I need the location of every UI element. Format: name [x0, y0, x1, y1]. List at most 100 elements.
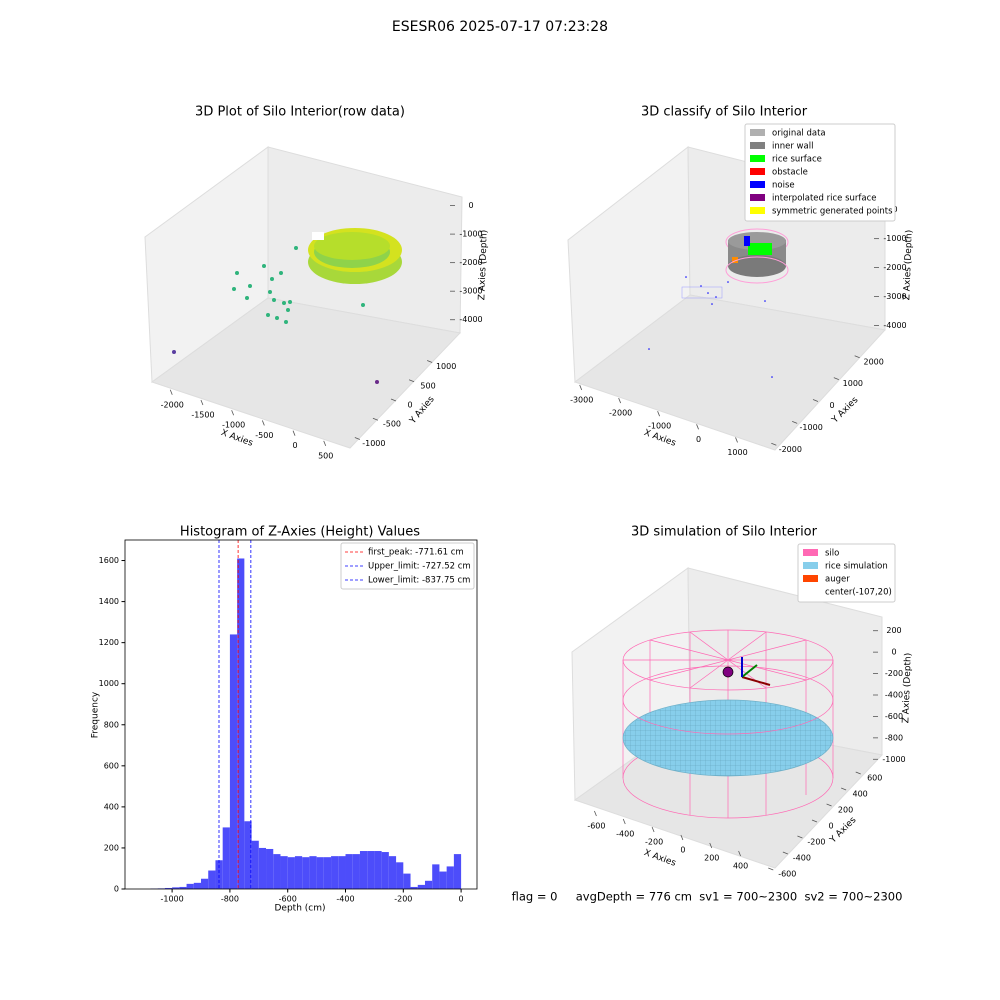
axis-label: Y Axies — [828, 815, 859, 846]
bar — [331, 856, 339, 889]
bar — [208, 870, 216, 889]
y-tick-label: 800 — [104, 720, 119, 729]
tick-mark — [768, 867, 774, 871]
classified-cloud — [648, 228, 789, 378]
axis-label: Depth (cm) — [274, 904, 325, 914]
status-text: flag = 0 avgDepth = 776 cm sv1 = 700~230… — [512, 890, 903, 904]
legend-label: obstacle — [772, 168, 808, 178]
figure-title: ESESR06 2025-07-17 07:23:28 — [392, 19, 608, 35]
x-tick-label: -1000 — [160, 895, 183, 904]
tick-mark — [680, 834, 684, 841]
tick-mark — [738, 850, 741, 857]
legend-swatch — [750, 142, 765, 149]
y-tick-label: 1000 — [99, 679, 119, 688]
bar — [266, 848, 274, 889]
y-tick-label: 400 — [104, 802, 119, 811]
bar — [453, 854, 462, 889]
y-tick-label: -200 — [807, 838, 825, 847]
bar — [258, 847, 267, 889]
x-tick-label: -1500 — [191, 410, 214, 419]
x-tick-label: 400 — [733, 862, 748, 871]
bar — [273, 854, 281, 889]
z-tick-label: -600 — [885, 712, 903, 721]
tick-mark — [579, 384, 583, 391]
x-tick-label: -2000 — [609, 409, 632, 418]
y-tick-label: -500 — [383, 420, 401, 429]
axis-label: X Axies — [642, 848, 677, 869]
tick-mark — [855, 771, 861, 775]
legend-label: rice surface — [772, 155, 822, 165]
plot-frame — [124, 539, 478, 890]
x-tick-label: -1000 — [222, 421, 245, 430]
tick-mark — [651, 826, 655, 833]
x-tick-label: 0 — [680, 846, 685, 855]
bar — [338, 856, 346, 889]
tick-mark — [797, 835, 803, 839]
bar — [432, 864, 440, 889]
tick-mark — [200, 399, 204, 406]
bar — [352, 854, 360, 889]
legend-swatch — [750, 207, 765, 214]
x-tick-label: 0 — [459, 895, 464, 904]
legend-label: first_peak: -771.61 cm — [368, 548, 464, 558]
legend-label: original data — [772, 129, 826, 139]
z-tick-label: -2000 — [883, 263, 906, 272]
y-tick-label: -1000 — [800, 423, 823, 432]
bar — [374, 851, 382, 889]
chart-title: 3D classify of Silo Interior — [641, 105, 808, 120]
legend-swatch — [803, 549, 818, 556]
tick-mark — [709, 842, 713, 849]
tick-mark — [792, 421, 798, 424]
tick-mark — [854, 355, 860, 359]
x-tick-label: -400 — [336, 895, 354, 904]
point-cloud — [172, 228, 402, 384]
axis-label: Z Axies (Depth) — [477, 230, 489, 301]
legend-box — [744, 123, 896, 222]
z-tick-label: -200 — [885, 669, 903, 678]
legend-label: Lower_limit: -837.75 cm — [368, 576, 470, 586]
tick-mark — [696, 424, 699, 430]
y-tick-label: 400 — [853, 790, 868, 799]
tick-mark — [833, 377, 839, 380]
bar — [186, 883, 194, 889]
tick-mark — [408, 379, 415, 383]
axis-label: Y Axies — [830, 395, 861, 426]
z-tick-label: -2000 — [459, 258, 482, 267]
y-tick-label: 1400 — [99, 597, 119, 606]
tick-mark — [594, 810, 597, 817]
legend-box — [340, 542, 475, 590]
bar — [439, 871, 447, 889]
silo-model — [622, 629, 834, 819]
tick-mark — [735, 437, 738, 443]
y-tick-label: 0 — [407, 401, 412, 410]
tick-mark — [323, 440, 327, 447]
legend-swatch — [750, 168, 765, 175]
tick-mark — [782, 851, 789, 855]
x-tick-label: -200 — [645, 838, 663, 847]
tick-mark — [657, 411, 660, 417]
x-tick-label: 0 — [292, 441, 297, 450]
z-tick-label: -1000 — [459, 230, 482, 239]
x-tick-label: 1000 — [727, 448, 747, 457]
bar — [237, 558, 245, 889]
tick-mark — [169, 389, 173, 395]
legend-swatch — [750, 181, 765, 188]
tick-mark — [427, 360, 433, 363]
tick-mark — [812, 399, 819, 402]
legend-label: rice simulation — [825, 562, 888, 572]
axis-label: X Axies — [219, 428, 254, 449]
z-tick-label: -400 — [885, 691, 903, 700]
y-tick-label: 1200 — [99, 638, 119, 647]
axis-label: Frequency — [91, 691, 101, 738]
tick-mark — [840, 787, 847, 791]
legend-swatch — [750, 194, 765, 201]
tick-mark — [231, 410, 235, 416]
z-tick-label: -4000 — [883, 321, 906, 330]
z-tick-label: -3000 — [459, 287, 482, 296]
legend-label: auger — [825, 575, 850, 585]
bar — [244, 821, 252, 889]
axis-label: Z Axies (Depth) — [901, 653, 913, 724]
x-tick-label: -200 — [394, 895, 412, 904]
y-tick-label: -400 — [793, 854, 811, 863]
